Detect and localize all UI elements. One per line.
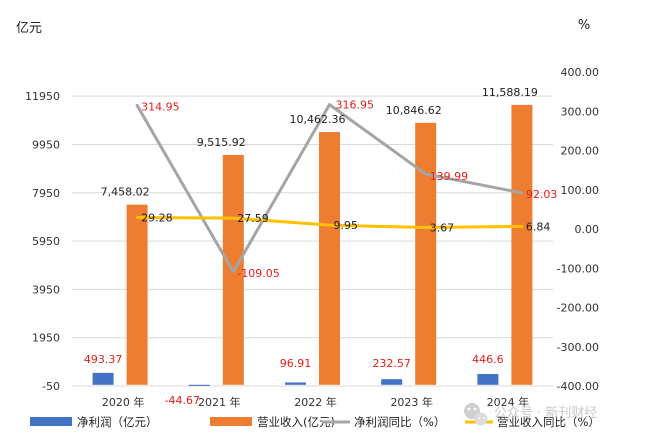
right-tick-label: -200.00: [557, 302, 599, 315]
revenue-label: 10,462.36: [290, 113, 346, 126]
line-point: [424, 173, 427, 175]
watermark: 公众号 · 新刊财经: [464, 403, 597, 426]
bar-net-profit: [477, 374, 499, 385]
revenue-label: 10,846.62: [386, 104, 442, 117]
line-point: [521, 192, 523, 194]
net-profit-label: 232.57: [372, 357, 411, 370]
net-profit-label: 96.91: [280, 357, 312, 370]
bar-net-profit: [381, 379, 403, 385]
net-profit-yoy-label: 316.95: [336, 99, 375, 112]
legend-label: 净利润同比（%）: [354, 415, 445, 429]
net-profit-label: -44.67: [165, 394, 200, 407]
line-point: [521, 225, 523, 228]
bar-revenue: [319, 132, 340, 385]
right-tick-label: 400.00: [561, 66, 600, 79]
right-tick-label: 100.00: [561, 184, 600, 197]
right-tick-label: 0.00: [575, 223, 600, 236]
right-axis-unit: %: [578, 18, 590, 33]
right-tick-label: -300.00: [557, 341, 599, 354]
legend: 净利润（亿元） 营业收入(亿元) 净利润同比（%） 营业收入同比（%）: [30, 415, 600, 429]
legend-label: 营业收入同比（%）: [497, 415, 600, 429]
revenue-label: 9,515.92: [197, 136, 246, 149]
bar-series: [92, 104, 533, 386]
net-profit-label: 446.6: [472, 353, 504, 366]
bar-revenue: [511, 104, 533, 385]
line-point: [328, 103, 331, 106]
x-tick-label: 2024 年: [487, 395, 530, 409]
x-tick-label: 2022 年: [294, 395, 337, 409]
legend-swatch: [210, 417, 252, 426]
wechat-icon: [464, 403, 488, 426]
gridlines: [72, 95, 553, 387]
right-tick-label: 300.00: [561, 105, 600, 118]
right-tick-label: -400.00: [557, 380, 599, 393]
net-profit-yoy-label: 139.99: [430, 170, 469, 183]
revenue-yoy-label: 9.95: [334, 219, 359, 232]
revenue-yoy-label: 3.67: [430, 222, 455, 235]
net-profit-label: 493.37: [84, 353, 123, 366]
line-point: [136, 216, 138, 219]
left-tick-label: -50: [42, 380, 60, 393]
x-tick-label: 2020 年: [102, 395, 145, 409]
line-point: [136, 104, 138, 107]
left-tick-label: 1950: [32, 332, 60, 345]
left-axis-unit: 亿元: [16, 21, 42, 36]
line-point: [424, 226, 427, 229]
line-point: [232, 217, 235, 219]
right-tick-label: 200.00: [561, 145, 600, 158]
bar-revenue: [126, 204, 148, 385]
x-tick-label: 2023 年: [390, 395, 433, 409]
net-profit-yoy-label: 92.03: [526, 188, 558, 201]
revenue-label: 7,458.02: [101, 186, 150, 199]
bar-net-profit: [285, 382, 306, 385]
watermark-text: 公众号 · 新刊财经: [494, 405, 597, 421]
left-tick-label: 5950: [32, 235, 60, 248]
revenue-yoy-label: 6.84: [526, 220, 551, 233]
left-tick-label: 7950: [32, 187, 60, 200]
left-tick-label: 9950: [32, 138, 60, 151]
net-profit-yoy-label: -109.05: [237, 267, 279, 280]
left-tick-label: 11950: [25, 90, 60, 103]
line-series: [135, 103, 524, 274]
line-point: [232, 271, 235, 273]
revenue-yoy-label: 27.59: [237, 212, 268, 225]
x-tick-label: 2021 年: [198, 395, 241, 409]
left-tick-label: 3950: [32, 283, 60, 296]
data-labels: 493.37 -44.67 96.91 232.57 446.6 7,458.02 9,51…: [84, 86, 558, 407]
bar-net-profit: [92, 372, 114, 385]
legend-label: 营业收入(亿元): [257, 415, 335, 429]
right-tick-label: -100.00: [557, 262, 599, 275]
axes: -50 1950 3950 5950 7950 9950 11950 -400.00 -300.…: [16, 18, 599, 409]
revenue-label: 11,588.19: [482, 86, 538, 99]
bar-revenue: [415, 122, 437, 385]
legend-swatch: [30, 417, 72, 426]
revenue-yoy-label: 29.28: [141, 212, 173, 225]
net-profit-yoy-label: 314.95: [141, 100, 180, 113]
bar-net-profit: [188, 384, 210, 386]
line-point: [328, 224, 331, 226]
legend-label: 净利润（亿元）: [77, 415, 158, 429]
